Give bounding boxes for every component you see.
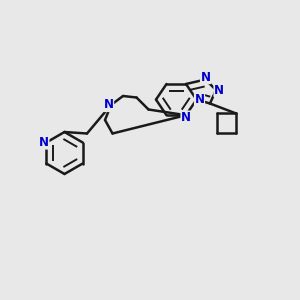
Text: N: N bbox=[39, 136, 49, 149]
Text: N: N bbox=[194, 93, 205, 106]
Text: N: N bbox=[181, 111, 191, 124]
Text: N: N bbox=[214, 83, 224, 97]
Text: N: N bbox=[103, 98, 114, 112]
Text: N: N bbox=[200, 70, 211, 84]
